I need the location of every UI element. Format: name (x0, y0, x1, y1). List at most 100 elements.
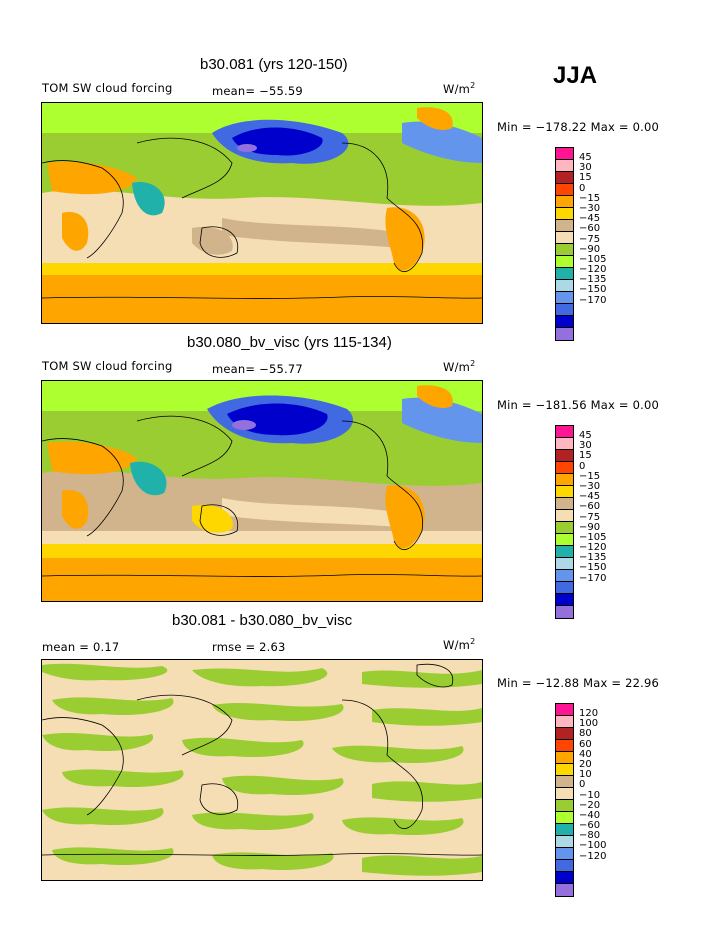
panel-3-colorbar-label-11: −60 (579, 820, 601, 832)
panel-2-colorbar-label-11: −120 (579, 542, 607, 554)
panel-1-colorbar-label-10: −105 (579, 253, 607, 265)
panel-1-variable: TOM SW cloud forcing (42, 81, 173, 95)
panel-1-colorbar-swatch-9 (556, 256, 573, 268)
panel-3-colorbar-label-7: 0 (579, 779, 586, 791)
panel-1-title: b30.081 (yrs 120-150) (200, 56, 348, 73)
panel-3-colorbar-label-13: −100 (579, 840, 607, 852)
band-tan (222, 218, 402, 248)
panel-1-colorbar-label-7: −60 (579, 223, 601, 235)
panel-1-colorbar-label-13: −150 (579, 284, 607, 296)
panel-2-colorbar-label-7: −60 (579, 501, 601, 513)
panel-2-colorbar-swatch-3 (556, 462, 573, 474)
panel-3-colorbar-swatch-10 (556, 824, 573, 836)
panel-3-colorbar-label-4: 40 (579, 748, 592, 760)
panel-1-colorbar-label-3: 0 (579, 182, 586, 194)
panel-1-colorbar-swatch-4 (556, 196, 573, 208)
panel-3-colorbar-swatch-8 (556, 800, 573, 812)
diff-patches (42, 663, 482, 876)
panel-2-colorbar-swatch-5 (556, 486, 573, 498)
panel-3-colorbar-labels: 120 100 80 60 40 20 10 0 −10 −20 −40 −60 −80 −100 −120 (579, 708, 607, 862)
greenland (417, 385, 453, 408)
panel-2-mean: mean= −55.77 (212, 362, 303, 376)
panel-3-colorbar-label-10: −40 (579, 809, 601, 821)
panel-3-units: W/m2 (443, 637, 475, 652)
panel-2-colorbar-label-1: 30 (579, 440, 592, 452)
panel-3-colorbar-label-0: 120 (579, 708, 599, 719)
sahara (47, 441, 137, 475)
natl-blue (402, 121, 482, 163)
panel-2-colorbar-swatch-0 (556, 426, 573, 438)
panel-2-colorbar-label-8: −75 (579, 511, 601, 523)
panel-2-variable: TOM SW cloud forcing (42, 359, 173, 373)
panel-1-colorbar-swatch-7 (556, 232, 573, 244)
panel-3-colorbar-swatch-0 (556, 704, 573, 716)
panel-3-colorbar-swatch-11 (556, 836, 573, 848)
panel-3-colorbar (555, 703, 574, 897)
panel-2-colorbar (555, 425, 574, 619)
panel-1-colorbar-swatch-5 (556, 208, 573, 220)
panel-1-colorbar-swatch-12 (556, 292, 573, 304)
panel-3-colorbar-swatch-4 (556, 752, 573, 764)
band-southern-ocean (42, 556, 482, 601)
units-exponent: 2 (470, 359, 476, 368)
sahara (47, 161, 137, 195)
coastlines (42, 137, 482, 299)
panel-2-colorbar-swatch-14 (556, 594, 573, 606)
coastlines (42, 663, 482, 856)
panel-1-minmax: Min = −178.22 Max = 0.00 (497, 120, 660, 134)
season-label: JJA (553, 62, 598, 89)
units-exponent: 2 (470, 637, 476, 646)
panel-3-colorbar-swatch-2 (556, 728, 573, 740)
panel-2-colorbar-swatch-12 (556, 570, 573, 582)
panel-1-colorbar-swatch-1 (556, 160, 573, 172)
panel-3-colorbar-label-6: 10 (579, 769, 592, 781)
panel-3-colorbar-swatch-1 (556, 716, 573, 728)
panel-2-colorbar-swatch-6 (556, 498, 573, 510)
panel-1-colorbar-label-14: −170 (579, 294, 607, 306)
panel-2-colorbar-swatch-8 (556, 522, 573, 534)
panel-1-colorbar-swatch-10 (556, 268, 573, 280)
panel-3-map (41, 659, 483, 881)
panel-2-colorbar-labels: 45 30 15 0 −15 −30 −45 −60 −75 −90 −105 −120 −135 −15… (579, 430, 607, 584)
panel-2-colorbar-swatch-11 (556, 558, 573, 570)
panel-2-units: W/m2 (443, 359, 475, 374)
panel-1-colorbar-swatch-0 (556, 148, 573, 160)
panel-1-units: W/m2 (443, 81, 475, 96)
s-africa (62, 490, 89, 529)
panel-3-minmax: Min = −12.88 Max = 22.96 (497, 676, 660, 690)
panel-3-colorbar-swatch-7 (556, 788, 573, 800)
coastlines (42, 415, 482, 577)
panel-1-colorbar-swatch-11 (556, 280, 573, 292)
panel-2-colorbar-swatch-7 (556, 510, 573, 522)
panel-2-colorbar-swatch-2 (556, 450, 573, 462)
panel-2-colorbar-swatch-13 (556, 582, 573, 594)
panel-2-colorbar-label-6: −45 (579, 491, 601, 503)
panel-2-colorbar-swatch-4 (556, 474, 573, 486)
panel-3-colorbar-swatch-15 (556, 884, 573, 896)
panel-3-title: b30.081 - b30.080_bv_visc (172, 612, 353, 629)
panel-1-colorbar (555, 147, 574, 341)
panel-2-colorbar-label-2: 15 (579, 450, 592, 462)
panel-1-colorbar-swatch-3 (556, 184, 573, 196)
panel-3-colorbar-label-2: 80 (579, 728, 592, 740)
panel-1-colorbar-swatch-6 (556, 220, 573, 232)
panel-1-colorbar-swatch-14 (556, 316, 573, 328)
panel-1-mean: mean= −55.59 (212, 84, 303, 98)
panel-1-colorbar-label-8: −75 (579, 233, 601, 245)
panel-1-colorbar-label-2: 15 (579, 172, 592, 184)
npac-purple (232, 420, 256, 430)
panel-3-map-svg (42, 660, 482, 880)
panel-3-colorbar-swatch-9 (556, 812, 573, 824)
s-africa (62, 212, 89, 251)
seasia-teal (132, 182, 165, 216)
panel-3-mean: mean = 0.17 (42, 640, 120, 654)
map-background (42, 660, 482, 880)
panel-3-colorbar-label-12: −80 (579, 830, 601, 842)
panel-1-colorbar-label-4: −15 (579, 192, 601, 204)
panel-1-map-svg (42, 103, 482, 323)
panel-2-minmax: Min = −181.56 Max = 0.00 (497, 398, 660, 412)
panel-1-colorbar-label-6: −45 (579, 213, 601, 225)
panel-3-colorbar-label-1: 100 (579, 718, 599, 730)
units-text: W/m (443, 359, 471, 374)
panel-3-colorbar-label-8: −10 (579, 789, 601, 801)
